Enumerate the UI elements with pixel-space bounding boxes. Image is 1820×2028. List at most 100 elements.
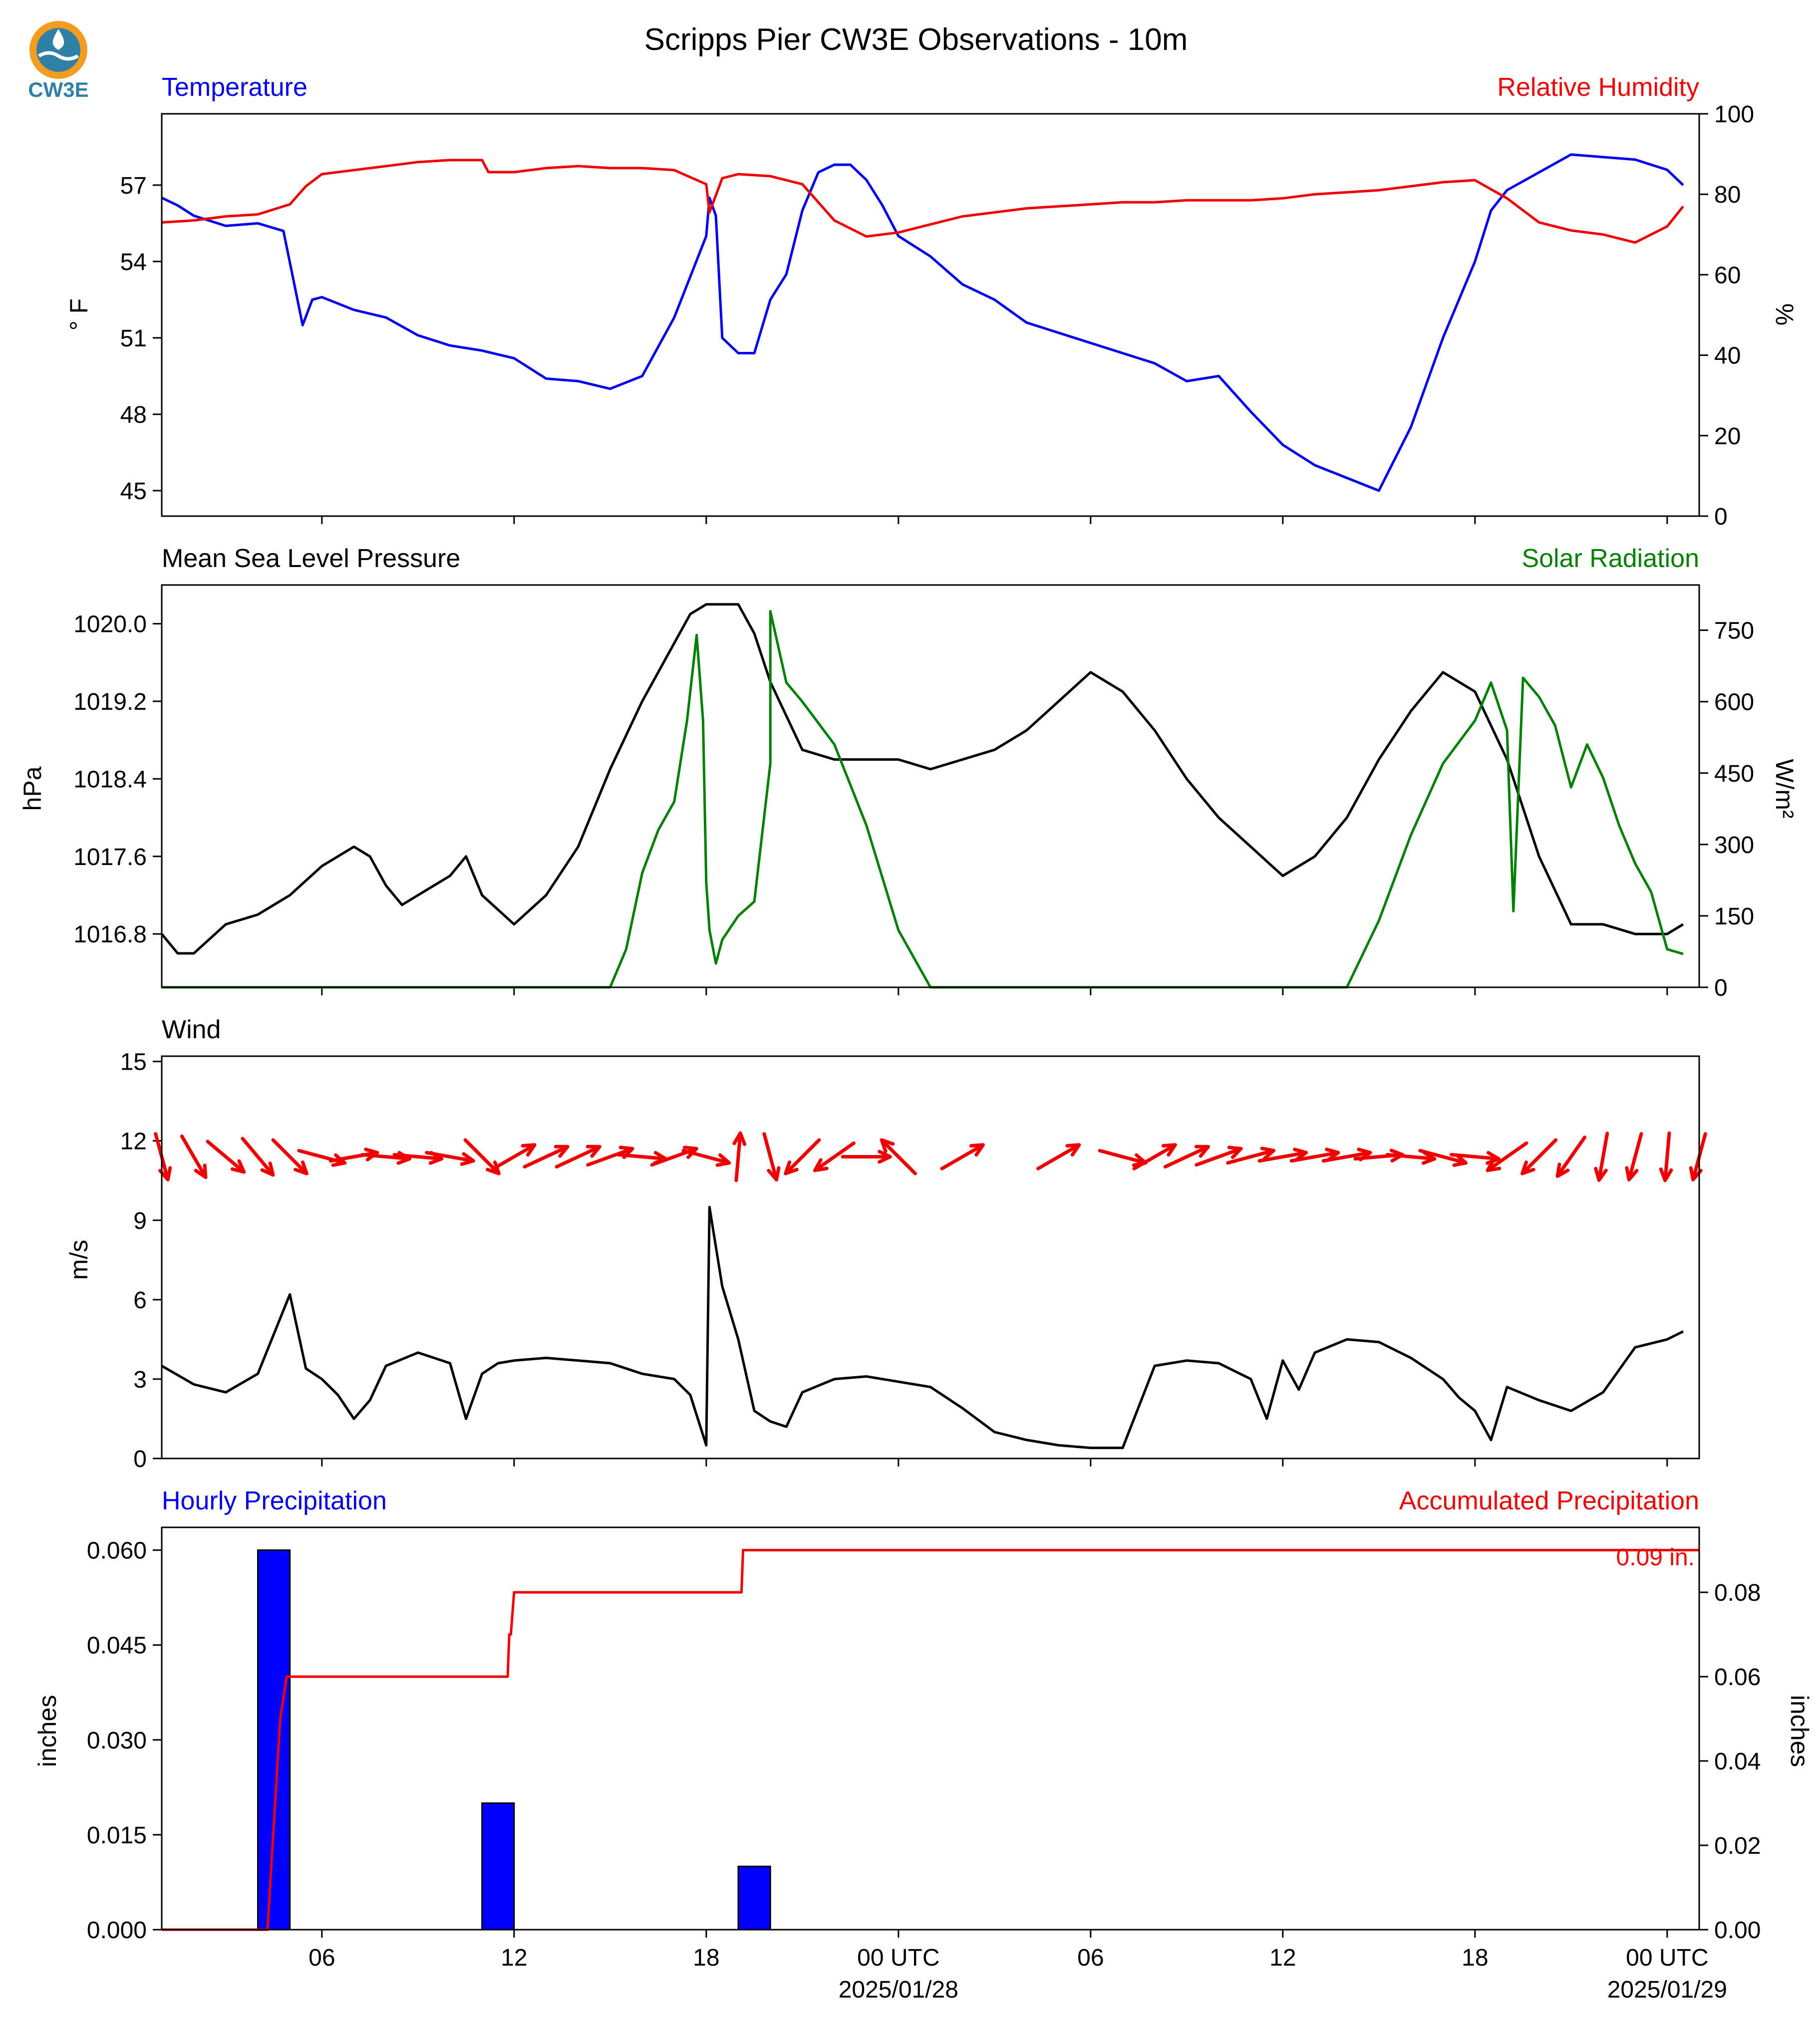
x-tick-label: 12 (1269, 1945, 1296, 1971)
plot-frame (161, 1055, 1700, 1459)
wind-arrow-shaft (523, 1145, 570, 1169)
wind-arrowhead (969, 1143, 985, 1157)
y-right-tick-label: 40 (1714, 343, 1741, 369)
wind-arrowhead (1293, 1148, 1308, 1161)
wind-arrow-shaft (1195, 1147, 1243, 1167)
x-tick-label: 18 (1462, 1945, 1488, 1971)
wind-arrow (1195, 1146, 1243, 1167)
wind-arrowhead (364, 1148, 379, 1161)
wind-arrow-shaft (1289, 1151, 1340, 1163)
logo-text: CW3E (28, 78, 88, 101)
wind-arrow-shaft (1257, 1151, 1308, 1163)
wind-arrow (1555, 1136, 1587, 1178)
logo-droplet-icon (52, 29, 64, 50)
wind-arrow-shaft (1418, 1149, 1468, 1165)
y-tick-label: 1017.6 (73, 844, 147, 870)
wind-arrow (180, 1134, 208, 1179)
wind-arrows (154, 1131, 1707, 1182)
wind-arrow-shaft (1098, 1149, 1148, 1165)
y-right-tick-label: 450 (1714, 761, 1754, 787)
wind-arrowhead (767, 1166, 781, 1181)
pressure-ticks: 1016.8 1017.6 1018.4 1019.2 1020.0 (73, 611, 162, 948)
solar-ticks: 0 150 300 450 600 750 (1699, 618, 1754, 1001)
wind-arrow (1520, 1138, 1558, 1175)
y-right-tick-label: 750 (1714, 618, 1754, 644)
temperature-line (161, 153, 1684, 492)
y-tick-label: 0.030 (87, 1728, 147, 1754)
wind-arrow-shaft (1663, 1131, 1671, 1182)
x-tick-label: 00 UTC (857, 1945, 939, 1971)
wind-arrow-shaft (1036, 1143, 1081, 1170)
x-tick-label: 18 (693, 1945, 719, 1971)
wind-arrow-shaft (1555, 1136, 1587, 1178)
wind-arrowhead (1161, 1143, 1177, 1157)
y-right-tick-label: 60 (1714, 262, 1741, 289)
y-tick-label: 0 (133, 1446, 147, 1472)
precip-axis-label: inches (33, 1695, 61, 1767)
wind-arrow (1689, 1132, 1707, 1181)
y-right-tick-label: 0 (1714, 504, 1728, 530)
wind-arrow (1385, 1151, 1437, 1165)
wind-arrow-shaft (492, 1143, 537, 1170)
wind-arrowhead (521, 1143, 537, 1157)
wind-arrowhead (1194, 1145, 1210, 1158)
wind-arrow (784, 1138, 821, 1175)
wind-arrowhead (1555, 1162, 1570, 1178)
pressure-title: Mean Sea Level Pressure (162, 544, 460, 573)
humidity-ticks: 0 20 40 60 80 100 (1699, 101, 1754, 530)
precip-bar (257, 1549, 291, 1931)
wind-arrow (1659, 1131, 1673, 1182)
y-right-tick-label: 0.08 (1714, 1580, 1761, 1606)
x-ticks (321, 1458, 1668, 1466)
precip-bar (481, 1802, 515, 1931)
wind-arrowhead (715, 1153, 731, 1167)
wind-arrowhead (194, 1163, 208, 1179)
wind-arrow (1132, 1143, 1177, 1170)
wind-arrow (762, 1132, 781, 1181)
y-tick-label: 48 (120, 402, 147, 428)
wind-arrowhead (784, 1160, 799, 1175)
y-tick-label: 51 (120, 325, 147, 352)
wind-arrow (732, 1131, 747, 1182)
wind-axis-label: m/s (65, 1240, 93, 1280)
wind-arrowhead (460, 1152, 475, 1166)
y-right-tick-label: 0.04 (1714, 1748, 1761, 1775)
humidity-line (161, 159, 1684, 244)
y-right-tick-label: 80 (1714, 182, 1741, 208)
accum-ticks: 0.00 0.02 0.04 0.06 0.08 (1699, 1580, 1761, 1944)
plot-frame (161, 113, 1700, 517)
x-ticks (321, 987, 1668, 995)
wind-arrow-shaft (241, 1137, 275, 1177)
wind-arrow (206, 1140, 246, 1174)
temperature-axis-label: ° F (65, 298, 93, 330)
wind-arrow-shaft (1450, 1153, 1501, 1161)
wind-arrowhead (260, 1161, 275, 1177)
y-right-tick-label: 600 (1714, 689, 1754, 716)
wind-arrow (1418, 1149, 1468, 1167)
y-right-tick-label: 0 (1714, 975, 1728, 1001)
wind-arrow (1098, 1149, 1148, 1167)
wind-arrow (523, 1145, 570, 1169)
wind-arrow (241, 1137, 275, 1177)
y-right-tick-label: 0.00 (1714, 1917, 1761, 1944)
wind-arrowhead (1065, 1143, 1081, 1157)
pressure-axis-label: hPa (18, 766, 46, 811)
wind-arrow (880, 1138, 917, 1175)
wind-arrowhead (878, 1150, 892, 1164)
accum-total-annotation: 0.09 in. (1616, 1544, 1695, 1571)
wind-arrow-shaft (940, 1143, 985, 1170)
series-layer (161, 603, 1684, 989)
wind-arrow (271, 1138, 308, 1175)
wind-arrow (1625, 1132, 1643, 1181)
wind-arrowhead (554, 1145, 570, 1158)
wind-arrowhead (586, 1145, 602, 1158)
series-layer (161, 1205, 1684, 1449)
wind-arrowhead (231, 1159, 246, 1174)
wind-arrowhead (1486, 1158, 1502, 1172)
wind-arrowhead (1689, 1166, 1703, 1181)
y-right-tick-label: 100 (1714, 101, 1754, 128)
wind-panel: Wind m/s 0 3 6 9 12 15 (65, 1015, 1707, 1472)
x-tick-label: 00 UTC (1626, 1945, 1708, 1971)
wind-arrow-shaft (271, 1138, 308, 1175)
